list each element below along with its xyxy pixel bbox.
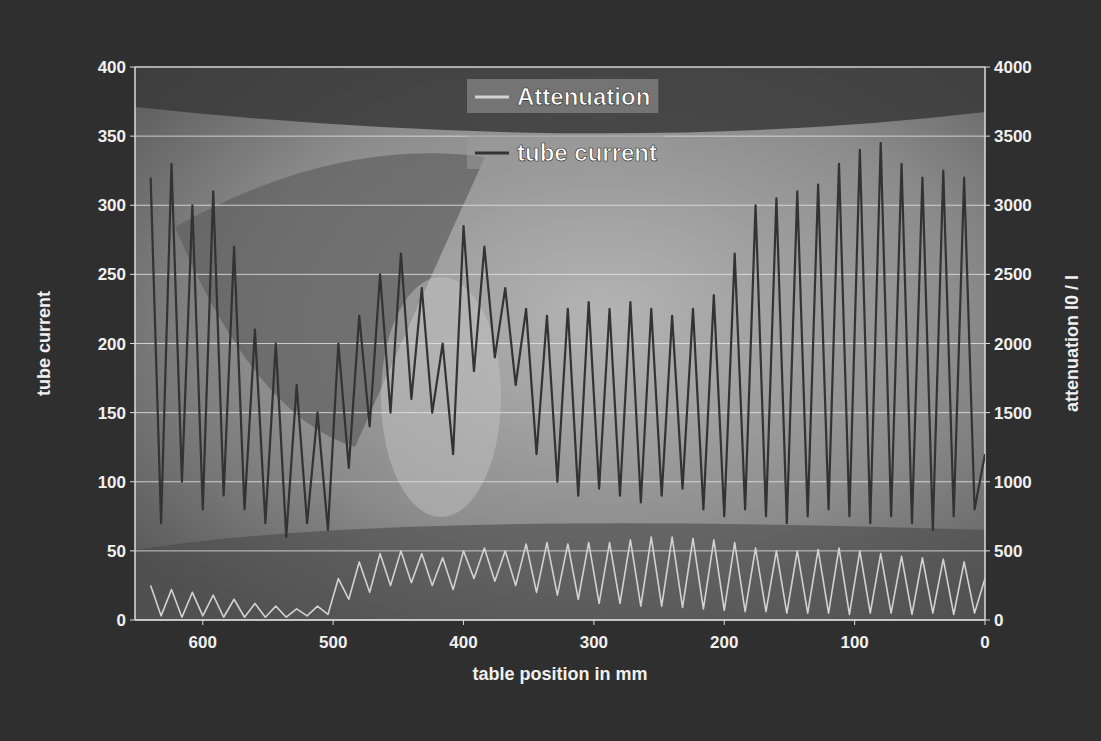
topogram-shape [381, 277, 501, 517]
topogram [135, 67, 985, 620]
legend-swatch [475, 152, 509, 155]
y2-tick-label: 4000 [994, 58, 1032, 77]
x-tick-label: 100 [840, 633, 868, 652]
legend-label: tube current [517, 139, 657, 166]
y2-tick-label: 1000 [994, 473, 1032, 492]
y2-tick-label: 3500 [994, 127, 1032, 146]
x-axis [135, 619, 985, 621]
y-tick-label: 200 [98, 335, 126, 354]
series-group [151, 143, 985, 617]
y2-tick-label: 2500 [994, 265, 1032, 284]
x-tick-label: 600 [189, 633, 217, 652]
y2-axis-title: attenuation I0 / I [1062, 275, 1082, 412]
y2-tick-label: 1500 [994, 404, 1032, 423]
grid-line [135, 550, 985, 551]
y2-tick-label: 0 [994, 611, 1003, 630]
y-tick-label: 300 [98, 196, 126, 215]
y-axis-title: tube current [34, 291, 54, 396]
y-tick-label: 100 [98, 473, 126, 492]
x-tick-label: 0 [980, 633, 989, 652]
y-tick-label: 400 [98, 58, 126, 77]
series-line [151, 143, 985, 537]
y2-tick-label: 2000 [994, 335, 1032, 354]
legend-swatch [475, 96, 509, 99]
legend-background [467, 79, 658, 113]
y-tick-label: 250 [98, 265, 126, 284]
grid-line [135, 274, 985, 275]
x-axis-title: table position in mm [472, 664, 647, 684]
x-tick-label: 300 [580, 633, 608, 652]
plot-area [135, 67, 985, 620]
y-tick-label: 350 [98, 127, 126, 146]
topogram-shape [135, 523, 985, 620]
frame [135, 67, 985, 68]
legend-label: Attenuation [517, 83, 650, 110]
y-tick-label: 50 [107, 542, 126, 561]
y2-axis [984, 67, 986, 620]
grid-line [135, 67, 985, 68]
topogram-shape [135, 67, 985, 133]
chart: 0501001502002503003504000500100015002000… [0, 0, 1101, 741]
y2-tick-label: 500 [994, 542, 1022, 561]
y-tick-label: 0 [117, 611, 126, 630]
background [0, 0, 1101, 741]
y2-tick-label: 3000 [994, 196, 1032, 215]
x-tick-label: 200 [710, 633, 738, 652]
grid-line [135, 620, 985, 621]
legend-background [467, 135, 665, 169]
y-tick-label: 150 [98, 404, 126, 423]
series-line [151, 537, 985, 617]
y-axis [134, 67, 136, 620]
x-tick-label: 400 [449, 633, 477, 652]
x-tick-label: 500 [319, 633, 347, 652]
grid-line [135, 343, 985, 344]
grid-line [135, 412, 985, 413]
